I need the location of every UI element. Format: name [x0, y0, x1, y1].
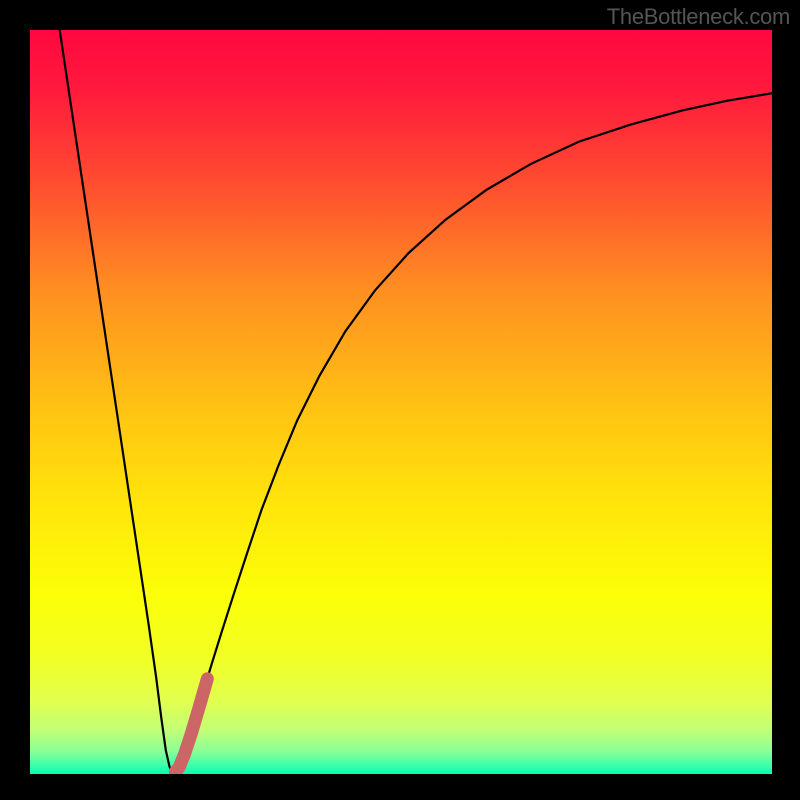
plot-area [30, 30, 772, 774]
chart-container: TheBottleneck.com [0, 0, 800, 800]
watermark-text: TheBottleneck.com [607, 4, 790, 30]
bottleneck-curve [60, 30, 772, 773]
curve-layer [30, 30, 772, 774]
highlight-segment [175, 679, 207, 772]
